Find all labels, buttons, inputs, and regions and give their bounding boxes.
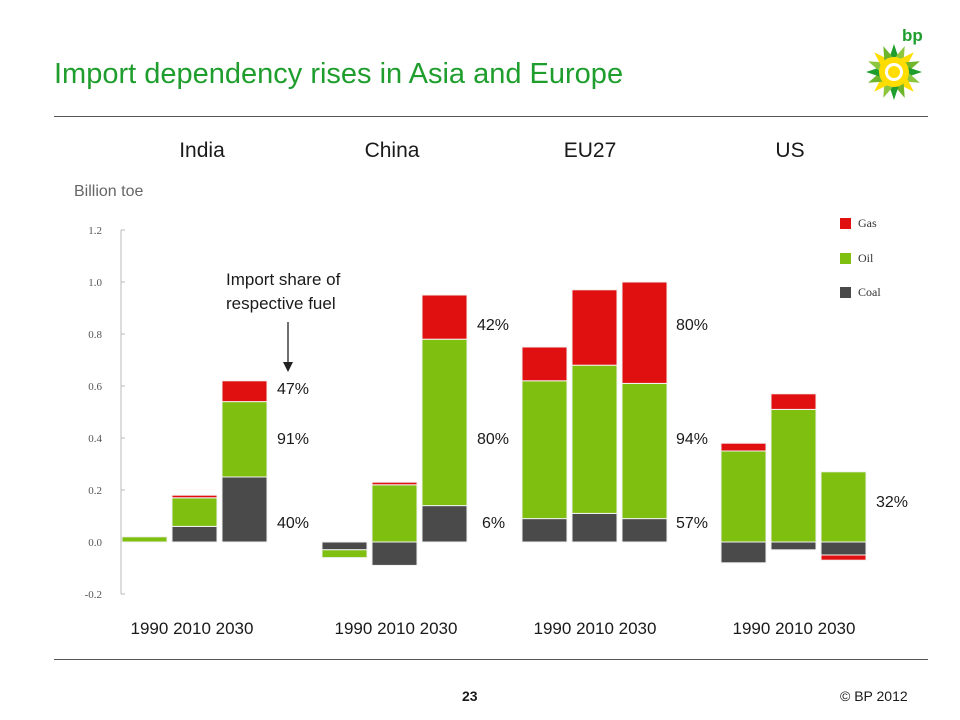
bar-india-2010-oil xyxy=(171,497,218,527)
bar-eu27-2010-gas xyxy=(571,289,618,366)
bar-us-2030-oil xyxy=(820,471,867,543)
bar-china-2030-gas xyxy=(421,294,468,340)
india-gas-share: 47% xyxy=(277,381,310,398)
bar-us-1990-coal xyxy=(720,541,767,564)
bar-china-2030-oil xyxy=(421,338,468,507)
year-label: 2030 xyxy=(419,619,458,638)
china-year-labels: 1990 2010 2030 xyxy=(316,619,476,639)
import-share-note: Import share of respective fuel xyxy=(226,268,340,316)
bp-logo-icon: bp xyxy=(866,26,923,100)
y-tick-label: 1.2 xyxy=(88,225,102,237)
bar-eu27-1990-oil xyxy=(521,380,568,520)
year-label: 2010 xyxy=(173,619,211,638)
region-label-india: India xyxy=(179,139,225,162)
bar-eu27-2010-oil xyxy=(571,364,618,514)
eu27-coal-share: 57% xyxy=(676,515,709,532)
india-oil-share: 91% xyxy=(277,431,310,448)
page-number: 23 xyxy=(462,688,478,704)
bar-india-2010-gas xyxy=(171,494,218,499)
region-label-eu27: EU27 xyxy=(563,139,617,162)
bar-us-2010-gas xyxy=(770,393,817,410)
bar-eu27-1990-gas xyxy=(521,346,568,382)
china-oil-share: 80% xyxy=(477,431,510,448)
bar-eu27-2030-coal xyxy=(621,518,668,543)
bar-us-2010-oil xyxy=(770,408,817,543)
bar-eu27-2030-oil xyxy=(621,382,668,520)
region-label-us: US xyxy=(775,139,805,162)
y-tick-label: 0.0 xyxy=(88,537,102,549)
legend-label-coal: Coal xyxy=(858,285,881,299)
year-label: 2030 xyxy=(618,619,657,638)
year-label: 2030 xyxy=(817,619,856,638)
y-tick-label: 0.8 xyxy=(88,329,102,341)
y-tick-label: -0.2 xyxy=(85,589,102,601)
legend-swatch-coal xyxy=(840,287,851,298)
bar-india-2010-coal xyxy=(171,525,218,543)
year-label: 2030 xyxy=(215,619,254,638)
india-year-labels: 1990 2010 2030 xyxy=(112,619,272,639)
y-tick-label: 0.4 xyxy=(88,433,102,445)
year-label: 2010 xyxy=(576,619,614,638)
bar-india-1990-oil xyxy=(121,536,168,543)
year-label: 1990 xyxy=(533,619,572,638)
china-coal-share: 6% xyxy=(482,515,506,532)
slide-title: Import dependency rises in Asia and Euro… xyxy=(54,58,624,90)
y-tick-label: 0.6 xyxy=(88,381,102,393)
note-line-2: respective fuel xyxy=(226,294,336,313)
top-divider xyxy=(54,116,928,117)
copyright: © BP 2012 xyxy=(840,688,908,704)
region-label-china: China xyxy=(364,139,420,162)
bar-india-2030-gas xyxy=(221,380,268,403)
india-coal-share: 40% xyxy=(277,515,310,532)
bar-us-1990-gas xyxy=(720,442,767,452)
year-label: 2010 xyxy=(377,619,415,638)
bar-india-2030-coal xyxy=(221,476,268,543)
note-line-1: Import share of xyxy=(226,270,341,289)
year-label: 1990 xyxy=(732,619,771,638)
bar-eu27-2030-gas xyxy=(621,281,668,384)
bar-eu27-2010-coal xyxy=(571,512,618,543)
bar-china-2030-coal xyxy=(421,505,468,543)
us-year-labels: 1990 2010 2030 xyxy=(714,619,874,639)
bar-us-2010-coal xyxy=(770,541,817,551)
bar-us-2030-gas xyxy=(820,554,867,561)
bar-india-2030-oil xyxy=(221,401,268,478)
y-tick-label: 0.2 xyxy=(88,485,102,497)
eu27-year-labels: 1990 2010 2030 xyxy=(515,619,675,639)
legend-swatch-gas xyxy=(840,218,851,229)
bar-china-2010-gas xyxy=(371,481,418,486)
bar-china-1990-oil xyxy=(321,549,368,559)
year-label: 1990 xyxy=(334,619,373,638)
eu27-oil-share: 94% xyxy=(676,431,709,448)
note-arrow-head xyxy=(283,362,293,372)
y-tick-label: 1.0 xyxy=(88,277,102,289)
bar-china-2010-oil xyxy=(371,484,418,543)
legend-swatch-oil xyxy=(840,253,851,264)
year-label: 2010 xyxy=(775,619,813,638)
bar-china-1990-coal xyxy=(321,541,368,551)
legend-label-oil: Oil xyxy=(858,251,874,265)
legend-label-gas: Gas xyxy=(858,216,877,230)
us-coal-share: 32% xyxy=(876,494,909,511)
eu27-gas-share: 80% xyxy=(676,317,709,334)
bar-eu27-1990-coal xyxy=(521,518,568,543)
china-gas-share: 42% xyxy=(477,317,510,334)
unit-label: Billion toe xyxy=(74,183,144,200)
logo-text: bp xyxy=(902,26,923,45)
year-label: 1990 xyxy=(130,619,169,638)
bottom-divider xyxy=(54,659,928,660)
bar-china-2010-coal xyxy=(371,541,418,566)
bar-us-2030-coal xyxy=(820,541,867,556)
bar-us-1990-oil xyxy=(720,450,767,543)
